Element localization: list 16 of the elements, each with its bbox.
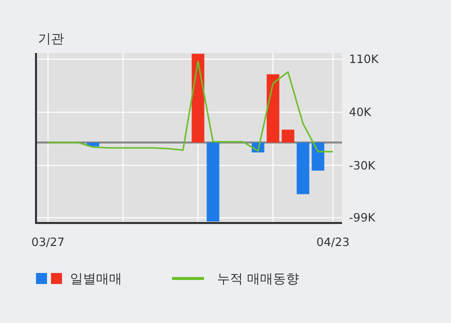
line-series xyxy=(47,60,334,152)
bar xyxy=(312,142,324,171)
bar xyxy=(266,74,280,143)
bar xyxy=(192,54,204,143)
bar xyxy=(282,130,294,143)
bar xyxy=(206,142,220,222)
bar xyxy=(296,142,310,194)
y-tick-label: 40K xyxy=(349,105,372,120)
chart-title: 기관 xyxy=(38,32,64,47)
legend-label: 일별매매 xyxy=(70,272,122,287)
y-tick-label: 110K xyxy=(349,52,379,66)
legend-label: 누적 매매동향 xyxy=(217,272,300,287)
x-tick-label: 04/23 xyxy=(316,235,350,249)
y-tick-label: -30K xyxy=(349,158,376,172)
y-tick-label: -99K xyxy=(349,210,376,225)
x-tick-label: 03/27 xyxy=(31,235,65,249)
